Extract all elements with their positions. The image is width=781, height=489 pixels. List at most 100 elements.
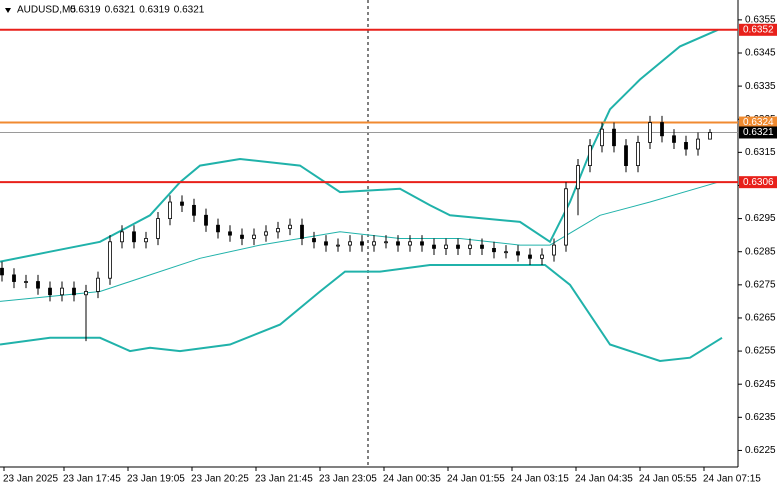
header-value: 0.6321 bbox=[105, 5, 136, 16]
x-tick-label: 23 Jan 19:05 bbox=[127, 474, 185, 485]
x-tick-label: 23 Jan 17:45 bbox=[63, 474, 121, 485]
header-value: 0.6319 bbox=[139, 5, 170, 16]
candle-body bbox=[48, 287, 52, 296]
candle-body bbox=[192, 204, 196, 216]
candle-body bbox=[600, 128, 604, 147]
price-label-box bbox=[739, 126, 777, 139]
candle-body bbox=[612, 128, 616, 147]
y-tick-label: 0.6245 bbox=[745, 379, 776, 390]
candle-body bbox=[696, 138, 700, 150]
candle-body bbox=[132, 231, 136, 243]
candle-body bbox=[264, 231, 268, 236]
x-tick-label: 24 Jan 01:55 bbox=[447, 474, 505, 485]
candle-body bbox=[204, 214, 208, 226]
candle-body bbox=[408, 241, 412, 246]
candle-body bbox=[504, 251, 508, 254]
candle-body bbox=[228, 231, 232, 236]
candle-body bbox=[456, 244, 460, 249]
candle-body bbox=[636, 142, 640, 167]
band-line bbox=[0, 264, 723, 363]
band-line bbox=[0, 181, 719, 302]
candle-body bbox=[360, 241, 364, 246]
x-tick-label: 24 Jan 03:15 bbox=[511, 474, 569, 485]
candle-body bbox=[216, 224, 220, 233]
x-tick-label: 23 Jan 2025 bbox=[3, 474, 58, 485]
candle-body bbox=[468, 244, 472, 249]
y-tick-label: 0.6295 bbox=[745, 213, 776, 224]
candle-body bbox=[312, 238, 316, 243]
y-tick-label: 0.6235 bbox=[745, 412, 776, 423]
candle-body bbox=[552, 244, 556, 256]
x-tick-label: 24 Jan 00:35 bbox=[383, 474, 441, 485]
collapse-icon bbox=[5, 8, 11, 13]
price-label: 0.6306 bbox=[743, 177, 774, 188]
price-label-box bbox=[739, 116, 777, 129]
candle-body bbox=[588, 145, 592, 167]
candle-body bbox=[156, 218, 160, 239]
candle-body bbox=[624, 145, 628, 167]
y-tick-label: 0.6285 bbox=[745, 246, 776, 257]
candle-body bbox=[240, 234, 244, 239]
price-label-box bbox=[739, 23, 777, 36]
y-tick-label: 0.6355 bbox=[745, 15, 776, 26]
x-tick-label: 24 Jan 07:15 bbox=[703, 474, 761, 485]
candle-body bbox=[144, 238, 148, 243]
candle-body bbox=[708, 132, 712, 140]
candle-body bbox=[540, 254, 544, 259]
y-tick-label: 0.6265 bbox=[745, 313, 776, 324]
candle-body bbox=[12, 274, 16, 282]
price-label: 0.6352 bbox=[743, 24, 774, 35]
candle-body bbox=[120, 231, 124, 243]
candle-body bbox=[492, 248, 496, 253]
y-tick-label: 0.6275 bbox=[745, 279, 776, 290]
header-value: 0.6321 bbox=[174, 5, 205, 16]
candle-body bbox=[576, 165, 580, 190]
chart-title: AUDUSD,M5 bbox=[17, 5, 76, 16]
candle-body bbox=[384, 241, 388, 244]
candle-body bbox=[276, 228, 280, 233]
y-tick-label: 0.6255 bbox=[745, 346, 776, 357]
x-tick-label: 24 Jan 04:35 bbox=[575, 474, 633, 485]
x-tick-label: 23 Jan 23:05 bbox=[319, 474, 377, 485]
candle-body bbox=[324, 241, 328, 246]
candle-body bbox=[168, 201, 172, 219]
y-tick-label: 0.6335 bbox=[745, 81, 776, 92]
candle-body bbox=[420, 241, 424, 246]
candle-body bbox=[372, 241, 376, 246]
candle-body bbox=[84, 291, 88, 296]
band-line bbox=[0, 28, 719, 263]
candle-body bbox=[288, 224, 292, 229]
candle-body bbox=[516, 251, 520, 256]
candle-body bbox=[0, 267, 4, 276]
candle-body bbox=[648, 122, 652, 143]
candle-body bbox=[336, 244, 340, 247]
candle-body bbox=[252, 234, 256, 239]
candle-body bbox=[528, 254, 532, 259]
candle-body bbox=[480, 244, 484, 249]
price-label: 0.6324 bbox=[743, 117, 774, 128]
price-label-box bbox=[739, 176, 777, 189]
y-tick-label: 0.6225 bbox=[745, 445, 776, 456]
candle-body bbox=[60, 287, 64, 296]
candle-body bbox=[348, 241, 352, 246]
candle-body bbox=[108, 241, 112, 279]
candle-body bbox=[24, 281, 28, 283]
candle-body bbox=[672, 135, 676, 143]
candle-body bbox=[660, 122, 664, 137]
header-value: 0.6319 bbox=[70, 5, 101, 16]
candle-body bbox=[564, 188, 568, 246]
x-tick-label: 23 Jan 21:45 bbox=[255, 474, 313, 485]
candle-body bbox=[444, 244, 448, 249]
candle-body bbox=[180, 201, 184, 206]
y-tick-label: 0.6315 bbox=[745, 147, 776, 158]
candle-body bbox=[96, 277, 100, 292]
y-tick-label: 0.6345 bbox=[745, 48, 776, 59]
candle-body bbox=[300, 224, 304, 239]
x-tick-label: 24 Jan 05:55 bbox=[639, 474, 697, 485]
candle-body bbox=[432, 244, 436, 249]
candle-body bbox=[396, 241, 400, 246]
candle-body bbox=[36, 281, 40, 289]
x-tick-label: 23 Jan 20:25 bbox=[191, 474, 249, 485]
